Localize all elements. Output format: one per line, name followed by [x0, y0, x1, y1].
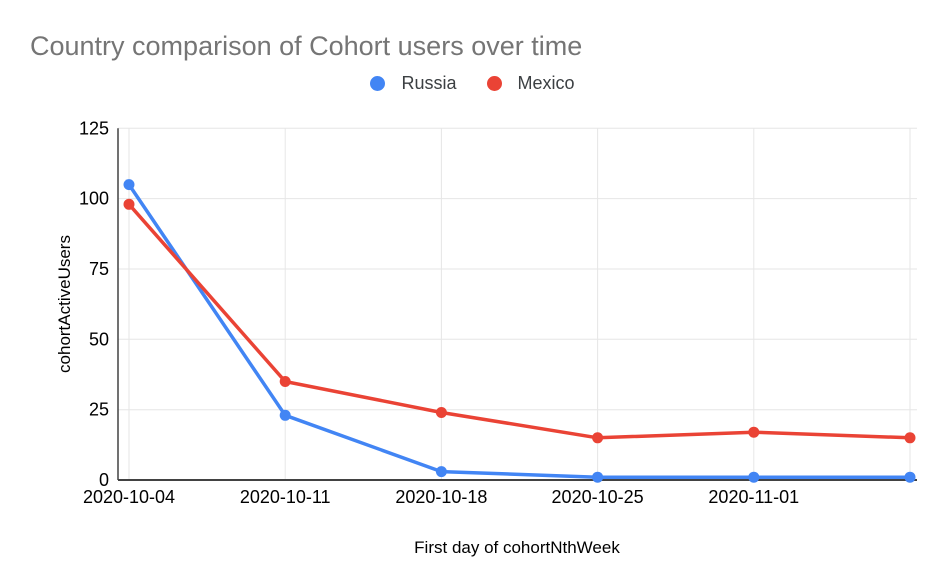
y-tick-label: 75	[89, 259, 109, 279]
x-tick-label: 2020-10-04	[83, 487, 175, 507]
x-tick-label: 2020-10-18	[395, 487, 487, 507]
y-tick-label: 0	[99, 470, 109, 490]
x-axis-title: First day of cohortNthWeek	[414, 538, 620, 557]
mexico-series-dot-icon	[486, 76, 502, 91]
data-point-russia-5[interactable]	[904, 471, 916, 483]
legend-item-mexico[interactable]: Mexico	[486, 73, 575, 94]
y-tick-label: 25	[89, 400, 109, 420]
data-point-russia-2[interactable]	[435, 466, 447, 478]
y-tick-label: 100	[79, 189, 109, 209]
legend-item-russia[interactable]: Russia	[370, 73, 457, 94]
y-tick-label: 125	[79, 118, 109, 138]
data-point-russia-0[interactable]	[123, 179, 135, 191]
y-tick-labels: 0 25 50 75 100 125	[79, 118, 109, 490]
x-tick-label: 2020-11-01	[708, 487, 799, 507]
data-point-russia-4[interactable]	[748, 471, 760, 483]
gridlines	[118, 127, 917, 480]
russia-series-dot-icon	[370, 76, 386, 91]
x-tick-labels: 2020-10-04 2020-10-11 2020-10-18 2020-10-25…	[83, 487, 799, 507]
data-point-mexico-3[interactable]	[592, 432, 604, 444]
data-point-mexico-1[interactable]	[279, 376, 291, 387]
data-point-mexico-5[interactable]	[904, 432, 916, 444]
data-point-mexico-2[interactable]	[435, 407, 447, 418]
series-line-russia[interactable]	[127, 182, 912, 479]
series-line-mexico[interactable]	[127, 202, 912, 440]
legend-label-russia: Russia	[401, 73, 457, 93]
x-tick-label: 2020-10-11	[240, 487, 331, 507]
legend-label-mexico: Mexico	[517, 73, 575, 93]
data-point-mexico-4[interactable]	[748, 426, 760, 438]
data-point-russia-1[interactable]	[279, 409, 291, 421]
x-tick-label: 2020-10-25	[552, 487, 644, 507]
y-axis-title: cohortActiveUsers	[55, 235, 74, 373]
data-point-mexico-0[interactable]	[123, 198, 135, 210]
data-point-russia-3[interactable]	[592, 471, 604, 483]
chart-title: Country comparison of Cohort users over …	[30, 31, 583, 61]
y-tick-label: 50	[89, 329, 109, 349]
chart-legend: Russia Mexico	[0, 73, 945, 94]
